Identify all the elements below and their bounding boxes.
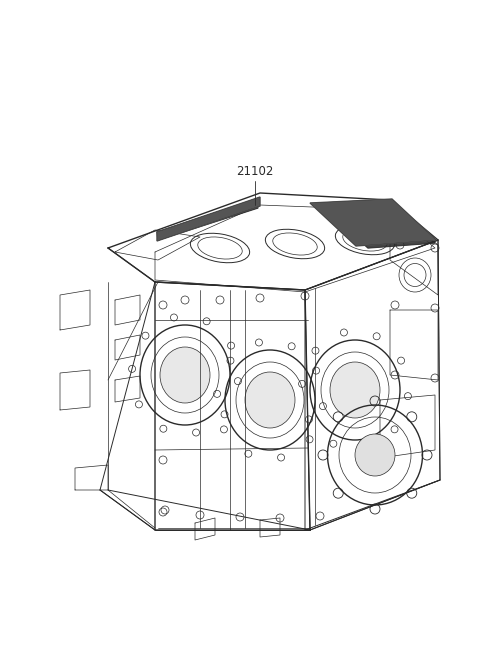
Ellipse shape: [245, 372, 295, 428]
Ellipse shape: [160, 347, 210, 403]
Text: 21102: 21102: [236, 165, 274, 178]
Polygon shape: [310, 199, 436, 246]
Ellipse shape: [355, 434, 395, 476]
Polygon shape: [157, 197, 260, 241]
Polygon shape: [157, 200, 258, 240]
Polygon shape: [320, 202, 435, 248]
Ellipse shape: [330, 362, 380, 418]
